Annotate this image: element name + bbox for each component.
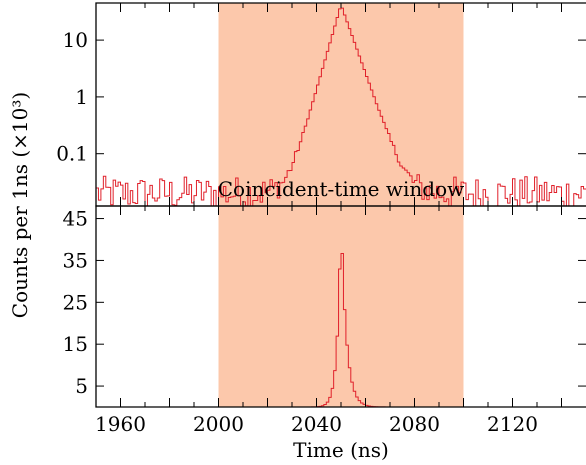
x-tick-label: 2000	[193, 412, 244, 436]
y-tick-label: 10	[63, 28, 88, 52]
y-axis-title: Counts per 1ns (×10³)	[8, 92, 32, 318]
y-tick-label: 35	[63, 248, 88, 272]
top-series-line	[96, 7, 586, 207]
window-label: Coincident-time window	[218, 177, 464, 201]
y-tick-label: 5	[75, 374, 88, 398]
x-tick-label: 2120	[487, 412, 538, 436]
x-tick-label: 2040	[291, 412, 342, 436]
y-tick-label: 0.1	[56, 142, 88, 166]
tick-layer: 1960 2000 2040 2080 2120 0.1 1 10 5 15 25 35 45	[56, 3, 586, 436]
y-tick-label: 15	[63, 332, 88, 356]
x-axis-title: Time (ns)	[293, 438, 389, 462]
y-tick-label: 45	[63, 207, 88, 231]
x-tick-label: 2080	[389, 412, 440, 436]
x-tick-label: 1960	[95, 412, 146, 436]
y-tick-label: 1	[75, 85, 88, 109]
y-tick-label: 25	[63, 290, 88, 314]
